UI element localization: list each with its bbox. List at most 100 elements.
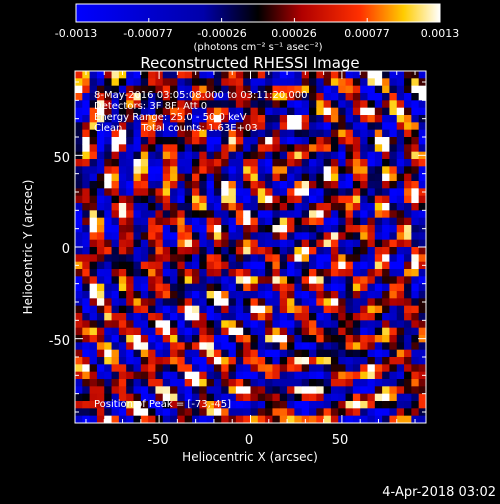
heatmap-cell	[235, 335, 244, 343]
heatmap-cell	[360, 393, 368, 402]
heatmap-cell	[89, 151, 98, 160]
heatmap-cell	[374, 203, 383, 211]
heatmap-cell	[279, 122, 288, 131]
heatmap-cell	[206, 181, 215, 189]
heatmap-cell	[184, 122, 193, 131]
heatmap-cell	[162, 393, 171, 402]
heatmap-cell	[104, 181, 112, 189]
heatmap-cell	[170, 107, 178, 116]
heatmap-cell	[360, 283, 368, 292]
heatmap-cell	[140, 203, 149, 211]
heatmap-cell	[221, 115, 229, 123]
heatmap-cell	[243, 217, 251, 226]
heatmap-cell	[316, 137, 325, 145]
heatmap-cell	[279, 349, 288, 358]
heatmap-cell	[228, 298, 237, 307]
heatmap-cell	[250, 181, 259, 189]
heatmap-cell	[155, 276, 164, 285]
heatmap-cell	[199, 291, 208, 299]
heatmap-cell	[221, 203, 229, 211]
heatmap-cell	[221, 393, 229, 402]
heatmap-cell	[111, 291, 120, 299]
heatmap-cell	[360, 408, 368, 417]
heatmap-cell	[374, 232, 383, 241]
heatmap-cell	[199, 188, 208, 197]
heatmap-cell	[126, 386, 134, 395]
heatmap-cell	[243, 379, 251, 387]
heatmap-cell	[272, 371, 281, 380]
heatmap-cell	[272, 320, 281, 329]
heatmap-cell	[323, 283, 332, 292]
heatmap-cell	[243, 85, 251, 94]
heatmap-cell	[396, 93, 405, 101]
heatmap-cell	[272, 210, 281, 219]
heatmap-cell	[235, 305, 244, 314]
heatmap-cell	[338, 371, 346, 380]
heatmap-cell	[126, 188, 134, 197]
heatmap-cell	[287, 291, 295, 299]
heatmap-cell	[360, 371, 368, 380]
heatmap-cell	[162, 93, 171, 101]
heatmap-cell	[301, 93, 310, 101]
heatmap-cell	[104, 85, 112, 94]
heatmap-cell	[126, 283, 134, 292]
heatmap-cell	[148, 239, 156, 248]
heatmap-cell	[382, 232, 390, 241]
heatmap-cell	[148, 364, 156, 373]
heatmap-cell	[301, 166, 310, 175]
heatmap-cell	[228, 327, 237, 336]
heatmap-cell	[75, 239, 83, 248]
heatmap-cell	[301, 181, 310, 189]
heatmap-cell	[96, 166, 105, 175]
heatmap-cell	[192, 181, 200, 189]
heatmap-cell	[389, 357, 398, 365]
heatmap-cell	[338, 401, 346, 409]
heatmap-cell	[82, 298, 91, 307]
heatmap-cell	[323, 151, 332, 160]
heatmap-cell	[177, 181, 186, 189]
heatmap-cell	[221, 364, 229, 373]
heatmap-cell	[228, 107, 237, 116]
heatmap-cell	[111, 107, 120, 116]
heatmap-cell	[309, 137, 317, 145]
heatmap-cell	[213, 159, 222, 167]
heatmap-cell	[133, 283, 142, 292]
heatmap-cell	[250, 107, 259, 116]
heatmap-cell	[228, 305, 237, 314]
heatmap-cell	[104, 393, 112, 402]
heatmap-cell	[221, 166, 229, 175]
heatmap-cell	[257, 386, 266, 395]
heatmap-cell	[352, 269, 361, 277]
heatmap-cell	[301, 122, 310, 131]
heatmap-cell	[418, 217, 426, 226]
heatmap-cell	[235, 159, 244, 167]
heatmap-cell	[133, 335, 142, 343]
heatmap-cell	[162, 415, 171, 423]
heatmap-cell	[352, 225, 361, 233]
heatmap-cell	[184, 188, 193, 197]
heatmap-cell	[177, 283, 186, 292]
heatmap-cell	[367, 85, 376, 94]
heatmap-cell	[382, 379, 390, 387]
heatmap-cell	[111, 203, 120, 211]
heatmap-cell	[257, 364, 266, 373]
heatmap-cell	[213, 210, 222, 219]
heatmap-cell	[272, 269, 281, 277]
heatmap-cell	[374, 181, 383, 189]
heatmap-cell	[155, 261, 164, 270]
heatmap-cell	[199, 159, 208, 167]
heatmap-cell	[206, 305, 215, 314]
heatmap-cell	[148, 305, 156, 314]
heatmap-cell	[184, 386, 193, 395]
heatmap-cell	[389, 122, 398, 131]
heatmap-cell	[338, 173, 346, 182]
heatmap-cell	[404, 371, 412, 380]
heatmap-cell	[243, 78, 251, 87]
heatmap-cell	[265, 232, 273, 241]
heatmap-cell	[374, 225, 383, 233]
heatmap-cell	[257, 129, 266, 138]
heatmap-cell	[418, 122, 426, 131]
heatmap-cell	[170, 210, 178, 219]
heatmap-cell	[199, 415, 208, 423]
heatmap-cell	[206, 393, 215, 402]
